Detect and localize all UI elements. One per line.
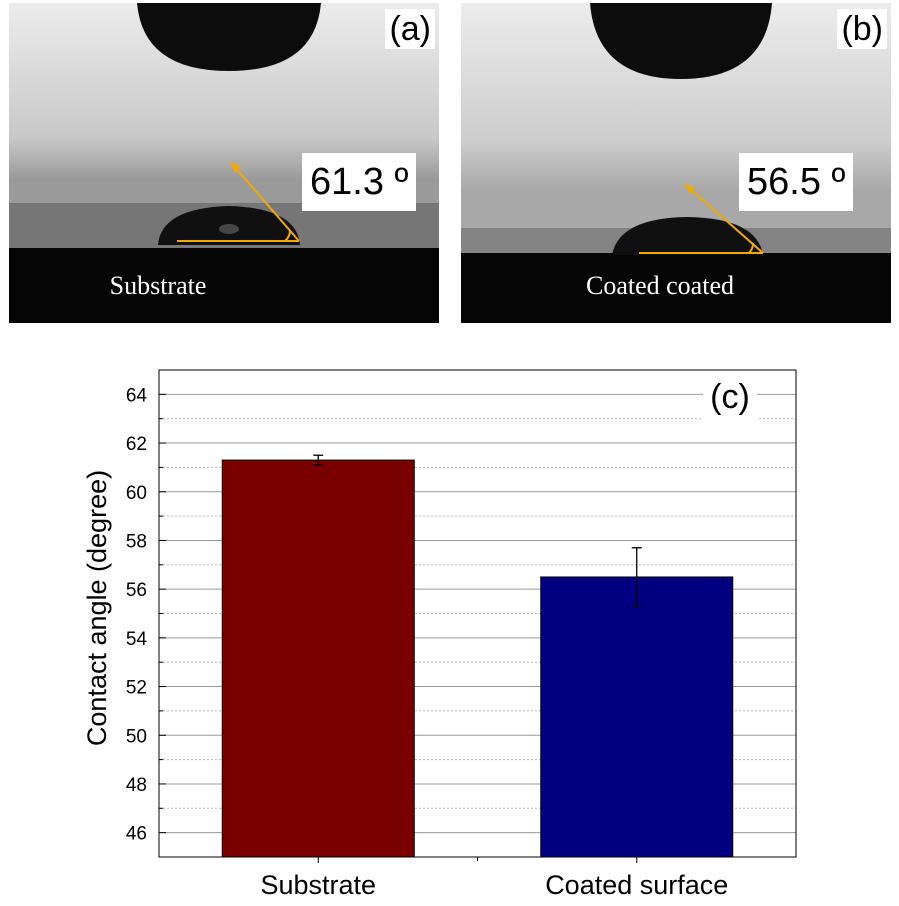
bar-2 — [540, 576, 734, 858]
y-tick-label: 60 — [126, 483, 147, 504]
y-tick-label: 50 — [126, 726, 147, 747]
caption-b: Coated coated — [586, 271, 734, 300]
axes: 46 48 50 52 54 56 58 60 62 64 Substrate Coated surf… — [126, 369, 797, 900]
bars — [221, 454, 734, 858]
panel-letter-a: (a) — [385, 9, 435, 49]
y-axis-label: Contact angle (degree) — [82, 470, 112, 746]
y-tick-label: 54 — [126, 629, 148, 650]
y-tick-label: 64 — [126, 385, 148, 406]
panel-label-c: (c) — [710, 378, 750, 416]
y-tick-label: 58 — [126, 531, 147, 552]
contact-angle-bar-chart: 46 48 50 52 54 56 58 60 62 64 Substrate Coated surf… — [82, 369, 797, 900]
panel-letter-b: (b) — [837, 9, 887, 49]
x-tick-label: Coated surface — [545, 870, 728, 900]
y-tick-label: 48 — [126, 775, 147, 796]
droplet-photo-a: (a) 61.3 º Substrate — [9, 3, 439, 323]
y-tick-label: 62 — [126, 434, 147, 455]
droplet-image-b — [461, 3, 891, 323]
bar-1 — [221, 459, 415, 858]
y-tick-label: 56 — [126, 580, 147, 601]
panel-label-background — [703, 372, 757, 422]
contact-angle-label-a: 61.3 º — [302, 153, 417, 211]
x-tick-label: Substrate — [260, 870, 376, 900]
caption-a: Substrate — [109, 271, 207, 300]
contact-angle-label-b: 56.5 º — [739, 153, 854, 211]
y-tick-label: 46 — [126, 824, 147, 845]
y-tick-label: 52 — [126, 678, 147, 699]
droplet-photo-b: (b) 56.5 º Coated coated — [461, 3, 891, 323]
